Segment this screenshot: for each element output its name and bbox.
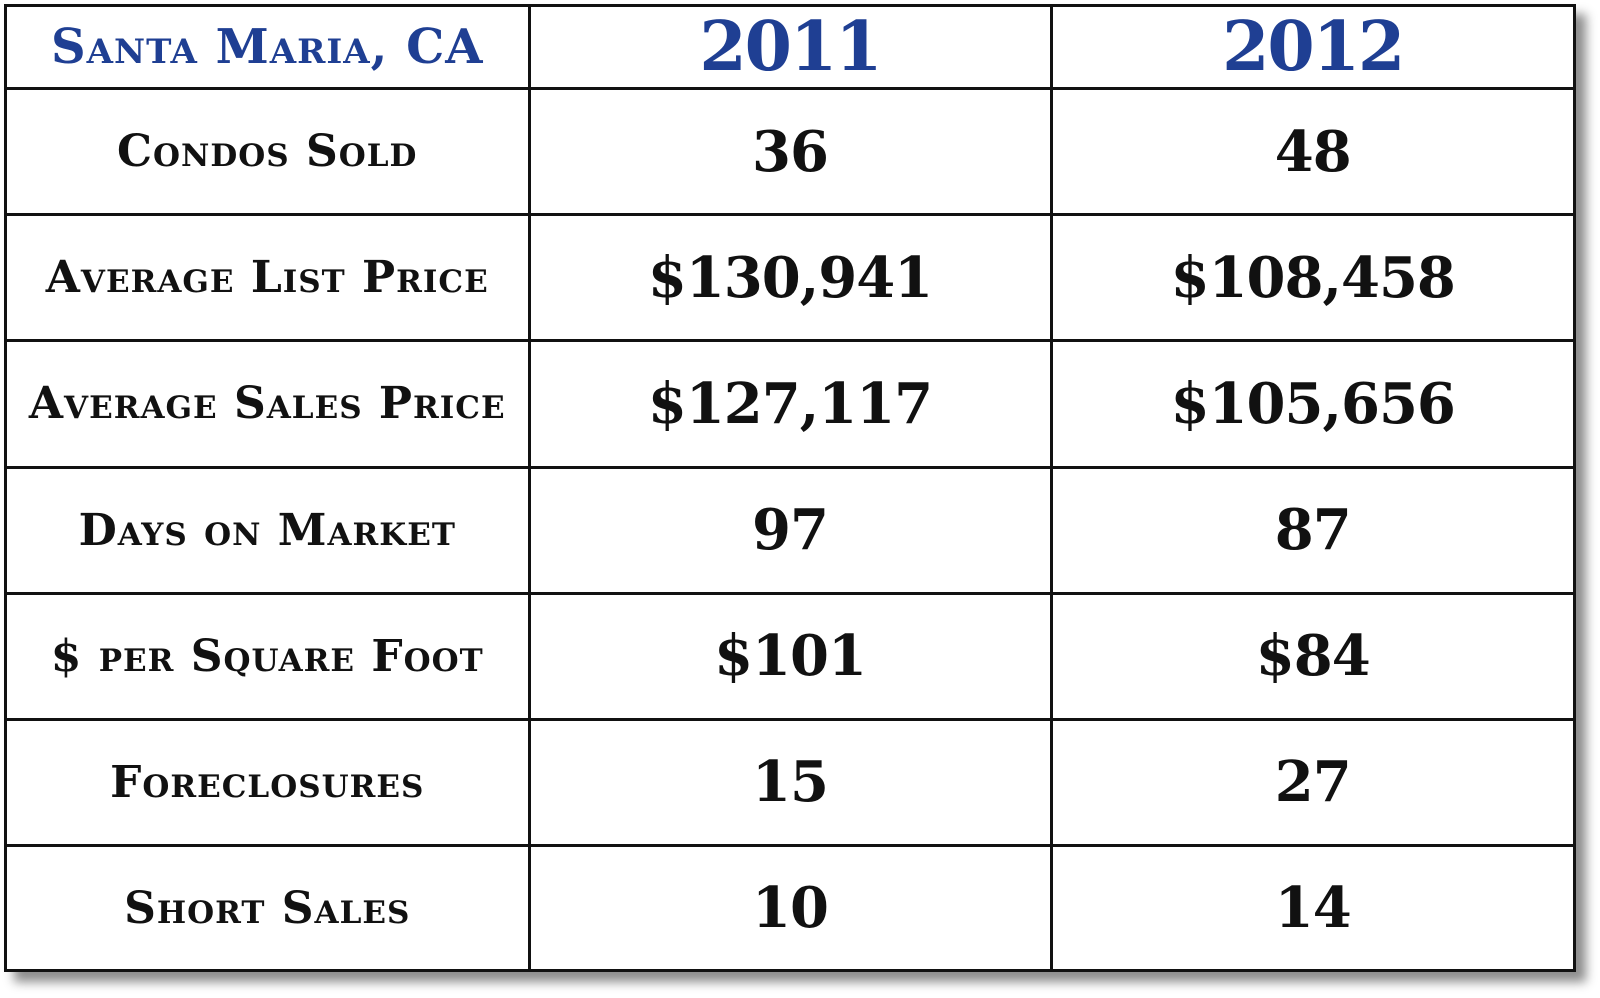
- table-row: Days on Market 97 87: [7, 465, 1573, 595]
- table-title: Santa Maria, CA: [7, 7, 531, 90]
- row-label: Average Sales Price: [7, 339, 531, 469]
- table-row: Average Sales Price $127,117 $105,656: [7, 339, 1573, 469]
- column-header-2012: 2012: [1049, 7, 1573, 90]
- row-label: Short Sales: [7, 844, 531, 969]
- table-row: Foreclosures 15 27: [7, 717, 1573, 848]
- row-label: Average List Price: [7, 213, 531, 343]
- row-label: $ per Square Foot: [7, 591, 531, 721]
- stats-table-frame: Santa Maria, CA 2011 2012 Condos Sold 36…: [4, 4, 1576, 972]
- table-row: Average List Price $130,941 $108,458: [7, 213, 1573, 343]
- cell-value: 36: [527, 86, 1053, 217]
- row-label: Days on Market: [7, 465, 531, 595]
- table-row: $ per Square Foot $101 $84: [7, 591, 1573, 721]
- cell-value: 97: [527, 465, 1053, 595]
- stats-table: Santa Maria, CA 2011 2012 Condos Sold 36…: [7, 7, 1573, 969]
- header-row: Santa Maria, CA 2011 2012: [7, 7, 1573, 90]
- cell-value: 27: [1049, 717, 1573, 848]
- cell-value: $127,117: [527, 339, 1053, 469]
- cell-value: 15: [527, 717, 1053, 848]
- cell-value: $130,941: [527, 213, 1053, 343]
- column-header-2011: 2011: [527, 7, 1053, 90]
- cell-value: 48: [1049, 86, 1573, 217]
- cell-value: $108,458: [1049, 213, 1573, 343]
- row-label: Foreclosures: [7, 717, 531, 848]
- cell-value: $101: [527, 591, 1053, 721]
- cell-value: 10: [527, 844, 1053, 969]
- cell-value: $105,656: [1049, 339, 1573, 469]
- row-label: Condos Sold: [7, 86, 531, 217]
- cell-value: 14: [1049, 844, 1573, 969]
- cell-value: $84: [1049, 591, 1573, 721]
- table-row: Short Sales 10 14: [7, 844, 1573, 969]
- cell-value: 87: [1049, 465, 1573, 595]
- table-row: Condos Sold 36 48: [7, 86, 1573, 217]
